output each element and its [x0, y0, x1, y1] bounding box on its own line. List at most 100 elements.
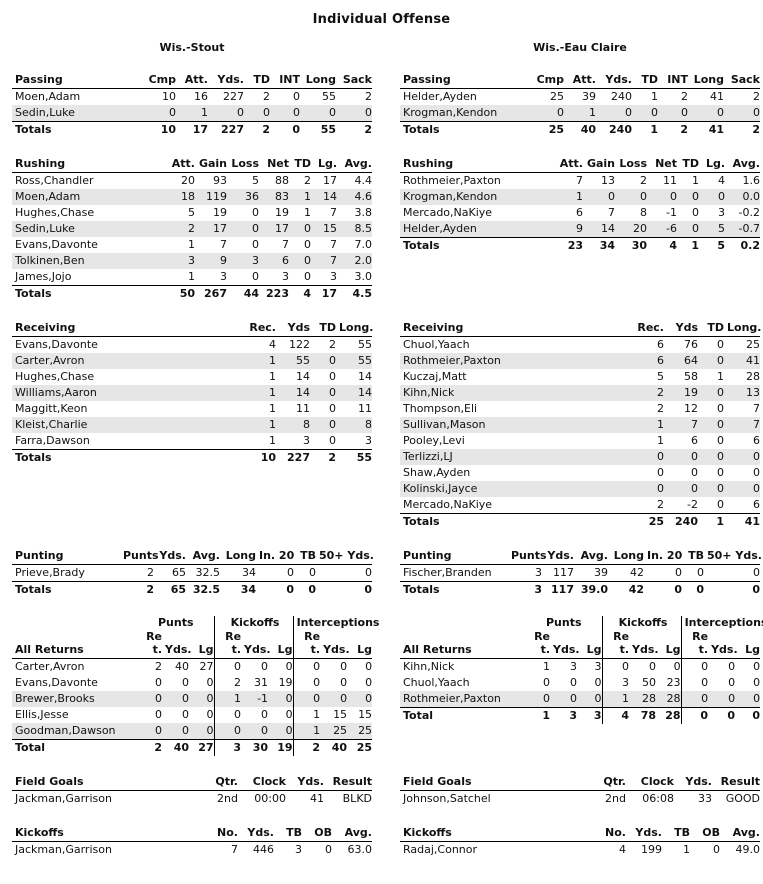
stat-cell: 17 [311, 285, 337, 302]
stat-cell: 240 [664, 513, 698, 530]
stat-cell: BLKD [342, 792, 372, 805]
group-header: Interceptions [680, 616, 763, 629]
table-row: Williams,Aaron 1 14 0 14 [12, 385, 372, 401]
spacer-cell [12, 616, 135, 629]
column-header: Lg. [311, 156, 337, 173]
group-header: Punts [158, 616, 194, 629]
stat-cell: 0 [270, 105, 300, 122]
stat-cell: 0 [289, 221, 311, 237]
stat-cell: 36 [227, 189, 259, 205]
player-name-cell: Goodman,Dawson [12, 723, 135, 740]
stat-cell: -1 [241, 691, 269, 707]
player-name-cell: Moen,Adam [15, 90, 81, 103]
column-header: Re t. [523, 629, 550, 659]
stat-cell: 14 [276, 385, 310, 401]
column-header: Punts [508, 548, 547, 565]
player-name-cell: Prieve,Brady [15, 566, 85, 579]
table-row: Goodman,Dawson 0 0 0 0 0 0 1 25 25 [12, 723, 373, 740]
stat-cell: 2 [632, 385, 664, 401]
stat-cell: 1 [677, 237, 699, 254]
player-name-cell: Evans,Davonte [15, 676, 98, 689]
table-row: Terlizzi,LJ 0 0 0 0 [400, 449, 760, 465]
stat-cell: 0 [135, 691, 162, 707]
column-header: Att. [176, 72, 208, 89]
column-header: Gain [583, 156, 615, 173]
stat-cell: 0 [261, 660, 269, 673]
stat-cell: 13 [724, 385, 760, 401]
stat-cell: 6 [753, 434, 760, 447]
stat-cell: 3.0 [354, 270, 373, 283]
table-row: Moen,Adam 10 16 227 2 0 55 2 [12, 89, 372, 106]
stat-cell: 83 [259, 189, 289, 205]
column-header: Loss [615, 156, 647, 173]
table-row: Johnson,Satchel 2nd 06:08 33 GOOD [400, 791, 760, 808]
column-header: Yds. [320, 629, 350, 659]
table-title: Punting [400, 548, 508, 565]
stat-cell: 0 [329, 402, 336, 415]
stat-cell: 40 [175, 660, 189, 673]
stat-cell: 227 [208, 121, 244, 138]
stat-cell: 2 [155, 660, 162, 673]
column-header: Re t. [292, 629, 321, 659]
stat-cell: 0 [292, 675, 321, 691]
column-header: Att. [167, 156, 195, 173]
stat-cell: 0 [310, 417, 336, 433]
player-name-cell: Kolinski,Jayce [400, 481, 632, 497]
stat-cell: 27 [199, 660, 214, 673]
player-name-cell: Mercado,NaKiye [403, 206, 493, 219]
column-header: TB [294, 548, 316, 565]
stat-cell: 0 [570, 676, 577, 689]
stat-cell: 0 [206, 676, 214, 689]
stat-cell: 6 [259, 253, 289, 269]
stat-cell: 7 [220, 238, 227, 251]
stat-cell: 2 [135, 739, 162, 756]
column-header: In. 20 [644, 548, 682, 565]
table-title: Receiving [400, 320, 632, 337]
table-title: Punting [12, 548, 120, 565]
stat-cell: 6 [632, 353, 664, 369]
column-header: Avg. [574, 548, 608, 565]
player-name-cell: Total [12, 739, 135, 756]
table-row: Prieve,Brady 2 65 32.5 34 0 0 0 [12, 565, 372, 582]
stat-cell: 1 [289, 189, 311, 205]
punting-table-right: Punting Punts Yds. Avg. Long In. 20 TB 50+ Yds.… [400, 548, 762, 598]
table-row: Carter,Avron 2 40 27 0 0 0 0 0 0 [12, 658, 372, 675]
stat-cell: 40 [162, 739, 189, 756]
stat-cell: 23 [666, 676, 681, 689]
column-header: Yds. [674, 774, 712, 791]
player-name-cell: Helder,Ayden [403, 90, 477, 103]
stat-cell: 0 [270, 121, 300, 138]
stat-cell: 0 [252, 206, 259, 219]
stat-cell: 0 [268, 691, 294, 707]
stat-cell: 0 [182, 708, 189, 721]
table-title: Rushing [12, 156, 167, 173]
table-title: Passing [12, 72, 142, 89]
stat-cell: 0 [698, 353, 724, 369]
stat-cell: 20 [181, 174, 195, 187]
table-row: Shaw,Ayden 0 0 0 0 [400, 465, 760, 481]
stat-cell: 55 [300, 121, 336, 138]
stat-cell: 1 [683, 843, 690, 856]
stat-cell: 0 [708, 707, 736, 724]
table-row: Kihn,Nick 1 3 3 0 0 0 0 0 0 [400, 658, 760, 675]
stat-cell: 27 [189, 739, 215, 756]
column-header: Yds. [238, 825, 274, 842]
stat-cell: 31 [254, 676, 269, 689]
stat-cell: 2nd [217, 792, 238, 805]
table-row: Kleist,Charlie 1 8 0 8 [12, 417, 372, 433]
stat-cell: 44 [227, 285, 259, 302]
column-header: Lg [735, 629, 761, 659]
table-row: Farra,Dawson 1 3 0 3 [12, 433, 372, 450]
table-row: Tolkinen,Ben 3 9 3 6 0 7 2.0 [12, 253, 372, 269]
column-header-row: Receiving Rec. Yds TD Long. [12, 320, 373, 337]
stat-cell: 0 [289, 253, 311, 269]
stat-cell: 1 [244, 353, 276, 369]
stat-cell: 8.5 [337, 221, 372, 237]
column-header: Gain [195, 156, 227, 173]
column-header-row: Rushing Att. Gain Loss Net TD Lg. Avg. [12, 156, 372, 173]
column-header: Qtr. [592, 774, 626, 791]
stat-cell: 0 [300, 105, 336, 122]
column-header: Rec. [632, 320, 664, 337]
stat-cell: 50 [167, 285, 195, 302]
column-header: Long. [336, 320, 373, 337]
